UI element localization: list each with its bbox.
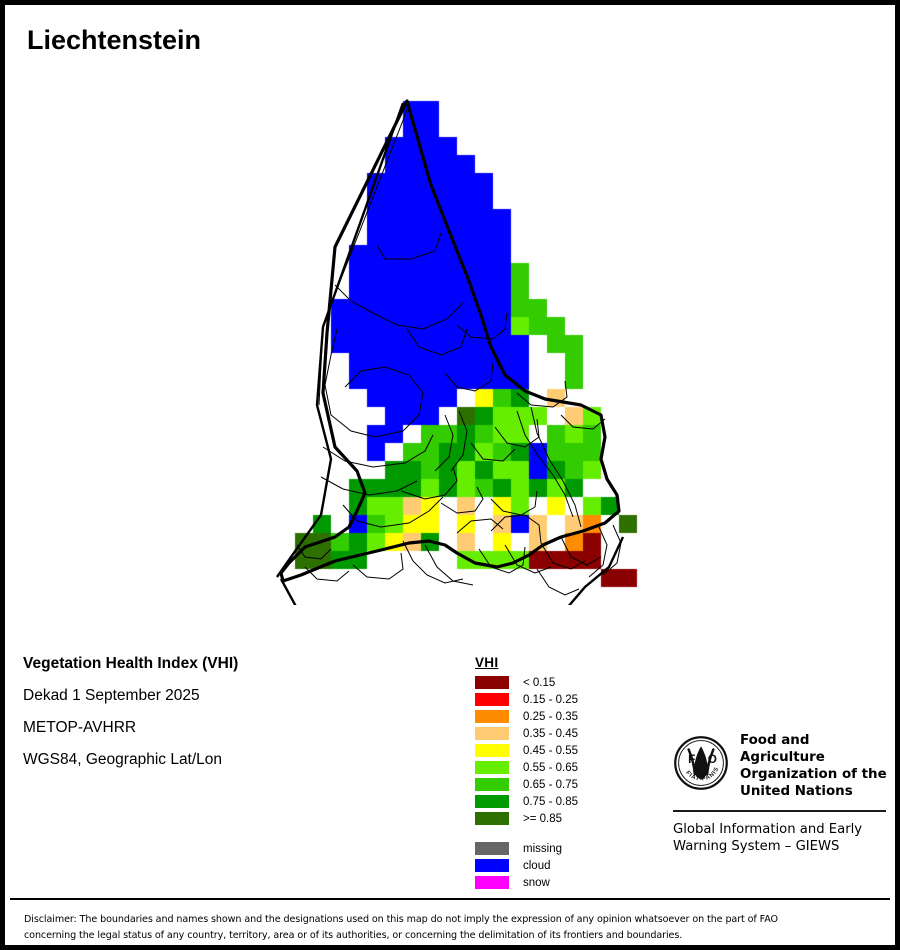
giews-line-2: Warning System – GIEWS	[673, 838, 840, 854]
legend-row-c5: 0.45 - 0.55	[475, 742, 645, 759]
legend-label-c4: 0.35 - 0.45	[523, 727, 578, 740]
fao-org-line-1: Food and Agriculture	[740, 733, 825, 765]
fao-branding: F A O FIAT PANIS Food and Agriculture Or…	[673, 733, 888, 855]
svg-text:F: F	[688, 753, 695, 766]
legend-swatch-c3	[475, 710, 509, 723]
legend-swatch-c7	[475, 778, 509, 791]
metadata-projection: WGS84, Geographic Lat/Lon	[23, 751, 223, 769]
fao-divider	[673, 809, 886, 812]
legend-spacer	[475, 827, 645, 840]
fao-organization-name: Food and Agriculture Organization of the…	[740, 733, 888, 801]
legend-swatch-b	[475, 859, 509, 872]
vhi-raster-layer	[5, 75, 895, 605]
legend-row-m: missing	[475, 840, 645, 857]
legend-label-c1: < 0.15	[523, 676, 556, 689]
legend-label-b: cloud	[523, 859, 551, 872]
legend-swatch-c9	[475, 812, 509, 825]
page-title: Liechtenstein	[27, 25, 202, 55]
fao-org-line-3: United Nations	[740, 783, 853, 799]
giews-line-1: Global Information and Early	[673, 821, 863, 837]
legend-label-c2: 0.15 - 0.25	[523, 693, 578, 706]
legend-row-c4: 0.35 - 0.45	[475, 725, 645, 742]
legend-row-c6: 0.55 - 0.65	[475, 759, 645, 776]
disclaimer-line-2: concerning the legal status of any count…	[24, 929, 683, 941]
legend-label-c8: 0.75 - 0.85	[523, 795, 578, 808]
legend-swatch-s	[475, 876, 509, 889]
metadata-sensor: METOP-AVHRR	[23, 719, 137, 737]
fao-org-line-2: Organization of the	[740, 766, 887, 782]
legend-swatch-c4	[475, 727, 509, 740]
legend-label-c5: 0.45 - 0.55	[523, 744, 578, 757]
legend-label-s: snow	[523, 876, 550, 889]
legend-swatch-c6	[475, 761, 509, 774]
legend-label-c9: >= 0.85	[523, 812, 563, 825]
map-metadata: Vegetation Health Index (VHI) Dekad 1 Se…	[23, 655, 443, 783]
legend-special-list: missing cloud snow	[475, 840, 645, 891]
metadata-index-name: Vegetation Health Index (VHI)	[23, 655, 239, 672]
legend-row-c3: 0.25 - 0.35	[475, 708, 645, 725]
legend-title: VHI	[475, 655, 499, 670]
legend-row-c1: < 0.15	[475, 674, 645, 691]
legend-swatch-c8	[475, 795, 509, 808]
legend-row-s: snow	[475, 874, 645, 891]
legend-label-c3: 0.25 - 0.35	[523, 710, 578, 723]
legend-swatch-m	[475, 842, 509, 855]
legend-row-c8: 0.75 - 0.85	[475, 793, 645, 810]
legend-label-m: missing	[523, 842, 562, 855]
legend-label-c7: 0.65 - 0.75	[523, 778, 578, 791]
legend-row-c9: >= 0.85	[475, 810, 645, 827]
map-legend: VHI < 0.15 0.15 - 0.25 0.25 - 0.35 0.35 - 0…	[475, 655, 645, 891]
disclaimer-line-1: Disclaimer: The boundaries and names sho…	[24, 914, 778, 925]
legend-label-c6: 0.55 - 0.65	[523, 761, 578, 774]
giews-system-name: Global Information and Early Warning Sys…	[673, 821, 888, 855]
disclaimer: Disclaimer: The boundaries and names sho…	[10, 898, 890, 945]
legend-row-c7: 0.65 - 0.75	[475, 776, 645, 793]
metadata-period: Dekad 1 September 2025	[23, 687, 200, 705]
legend-class-list: < 0.15 0.15 - 0.25 0.25 - 0.35 0.35 - 0.45 0…	[475, 674, 645, 827]
legend-swatch-c5	[475, 744, 509, 757]
svg-text:O: O	[708, 753, 717, 766]
map-canvas[interactable]	[5, 75, 895, 605]
legend-swatch-c2	[475, 693, 509, 706]
fao-emblem-icon: F A O FIAT PANIS	[674, 736, 728, 790]
legend-row-c2: 0.15 - 0.25	[475, 691, 645, 708]
legend-swatch-c1	[475, 676, 509, 689]
legend-row-b: cloud	[475, 857, 645, 874]
svg-text:A: A	[697, 746, 706, 759]
